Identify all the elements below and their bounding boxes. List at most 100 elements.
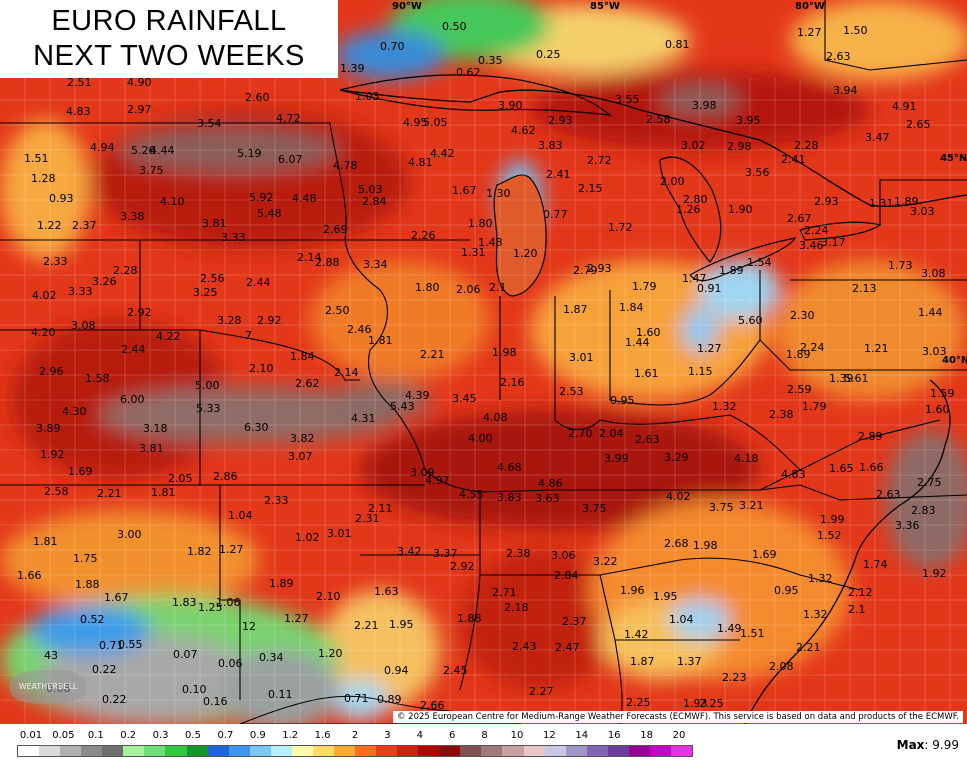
rainfall-value: 2.18 — [504, 601, 529, 614]
rainfall-value: 1.49 — [717, 622, 742, 635]
legend-swatch — [502, 746, 524, 756]
rainfall-value: 2.13 — [852, 282, 877, 295]
rainfall-value: 1.27 — [797, 26, 822, 39]
rainfall-value: 3.94 — [833, 84, 858, 97]
rainfall-value: 2.67 — [787, 212, 812, 225]
rainfall-value: 1.89 — [269, 577, 294, 590]
rainfall-value: 2.10 — [316, 590, 341, 603]
rainfall-value: 4.72 — [276, 112, 301, 125]
weatherbell-logo: WEATHERBELL — [10, 670, 86, 704]
rainfall-value: 1.98 — [693, 539, 718, 552]
rainfall-value: 1.83 — [172, 596, 197, 609]
rainfall-value: 2.14 — [334, 366, 359, 379]
rainfall-value: 1.75 — [73, 552, 98, 565]
rainfall-value: 1.98 — [492, 346, 517, 359]
rainfall-value: 2.12 — [848, 586, 873, 599]
rainfall-value: 2.63 — [635, 433, 660, 446]
rainfall-value: 1.96 — [620, 584, 645, 597]
rainfall-value: 3.37 — [433, 547, 458, 560]
rainfall-value: 3.90 — [498, 99, 523, 112]
rainfall-value: 2.05 — [168, 472, 193, 485]
rainfall-value: 3.17 — [821, 236, 846, 249]
rainfall-value: 0.71 — [344, 692, 369, 705]
rainfall-value: 1.20 — [513, 247, 538, 260]
rainfall-value: 3.83 — [538, 139, 563, 152]
rainfall-value: 2.15 — [578, 182, 603, 195]
rainfall-value: 2.92 — [450, 560, 475, 573]
legend-swatch — [628, 746, 650, 756]
legend-swatch — [565, 746, 587, 756]
rainfall-value: 3.54 — [197, 117, 222, 130]
rainfall-value: 1.59 — [930, 387, 955, 400]
rainfall-value: 3.45 — [452, 392, 477, 405]
rainfall-value: 6.30 — [244, 421, 269, 434]
rainfall-value: 4.95 — [403, 116, 428, 129]
rainfall-value: 1.02 — [295, 531, 320, 544]
rainfall-value: 0.70 — [380, 40, 405, 53]
rainfall-value: 2.24 — [804, 224, 829, 237]
rainfall-value: 5.33 — [196, 402, 221, 415]
rainfall-value: 4.02 — [32, 289, 57, 302]
rainfall-value: 1.39 — [340, 62, 365, 75]
legend-swatch — [312, 746, 334, 756]
rainfall-value: 3.00 — [117, 528, 142, 541]
rainfall-value: 1.81 — [33, 535, 58, 548]
rainfall-value: 1.88 — [457, 612, 482, 625]
rainfall-value: 1.44 — [625, 336, 650, 349]
rainfall-value: 0.07 — [173, 648, 198, 661]
rainfall-value: 2.71 — [492, 586, 517, 599]
rainfall-value: 0.95 — [610, 394, 635, 407]
rainfall-value: 4.00 — [468, 432, 493, 445]
rainfall-value: 5.26 — [131, 144, 156, 157]
legend-swatch — [81, 746, 103, 756]
rainfall-value: 1.21 — [864, 342, 889, 355]
rainfall-value: 1.52 — [817, 529, 842, 542]
legend-swatch — [144, 746, 166, 756]
rainfall-value: 2.38 — [769, 408, 794, 421]
rainfall-value: 0.16 — [203, 695, 228, 708]
rainfall-value: 2.27 — [529, 685, 554, 698]
rainfall-value: 2.45 — [443, 664, 468, 677]
rainfall-value: 1.74 — [863, 558, 888, 571]
rainfall-value: 2.93 — [587, 262, 612, 275]
legend-tick-label: 0.5 — [185, 730, 201, 741]
rainfall-value: 1.39 — [829, 372, 854, 385]
rainfall-value: 1.61 — [634, 367, 659, 380]
rainfall-value: 4.02 — [666, 490, 691, 503]
rainfall-value: 4.18 — [734, 452, 759, 465]
latitude-label: 45°N — [940, 153, 967, 164]
rainfall-value: 1.04 — [669, 613, 694, 626]
legend-tick-label: 20 — [672, 730, 686, 741]
legend-tick-label: 14 — [575, 730, 589, 741]
rainfall-value: 2.26 — [411, 229, 436, 242]
rainfall-value: 1.04 — [228, 509, 253, 522]
rainfall-value: 4.68 — [497, 461, 522, 474]
rainfall-value: 1.25 — [198, 601, 223, 614]
legend-swatch — [460, 746, 482, 756]
rainfall-value: 4.39 — [405, 389, 430, 402]
legend-tick-label: 0.05 — [52, 730, 75, 741]
rainfall-value: 2.68 — [664, 537, 689, 550]
rainfall-value: 0.34 — [259, 651, 284, 664]
legend-swatch — [207, 746, 229, 756]
legend-swatch — [291, 746, 313, 756]
rainfall-value: 2.98 — [727, 140, 752, 153]
rainfall-value: 2.84 — [554, 569, 579, 582]
rainfall-value: 4.20 — [31, 326, 56, 339]
rainfall-value: 2.65 — [906, 118, 931, 131]
rainfall-value: 0.10 — [182, 683, 207, 696]
rainfall-value: 1.93 — [683, 697, 708, 710]
rainfall-value: 1.88 — [75, 578, 100, 591]
rainfall-value: 1.95 — [389, 618, 414, 631]
rainfall-value: 4.44 — [150, 144, 175, 157]
legend-swatch — [670, 746, 692, 756]
rainfall-value: 1.80 — [415, 281, 440, 294]
rainfall-value: 2.63 — [826, 50, 851, 63]
legend-swatch — [60, 746, 82, 756]
rainfall-value: 1.89 — [894, 195, 919, 208]
rainfall-value: 1.60 — [925, 403, 950, 416]
rainfall-value: 3.03 — [910, 205, 935, 218]
rainfall-value: 0.81 — [665, 38, 690, 51]
rainfall-value: 1.92 — [40, 448, 65, 461]
rainfall-value: 1.22 — [37, 219, 62, 232]
